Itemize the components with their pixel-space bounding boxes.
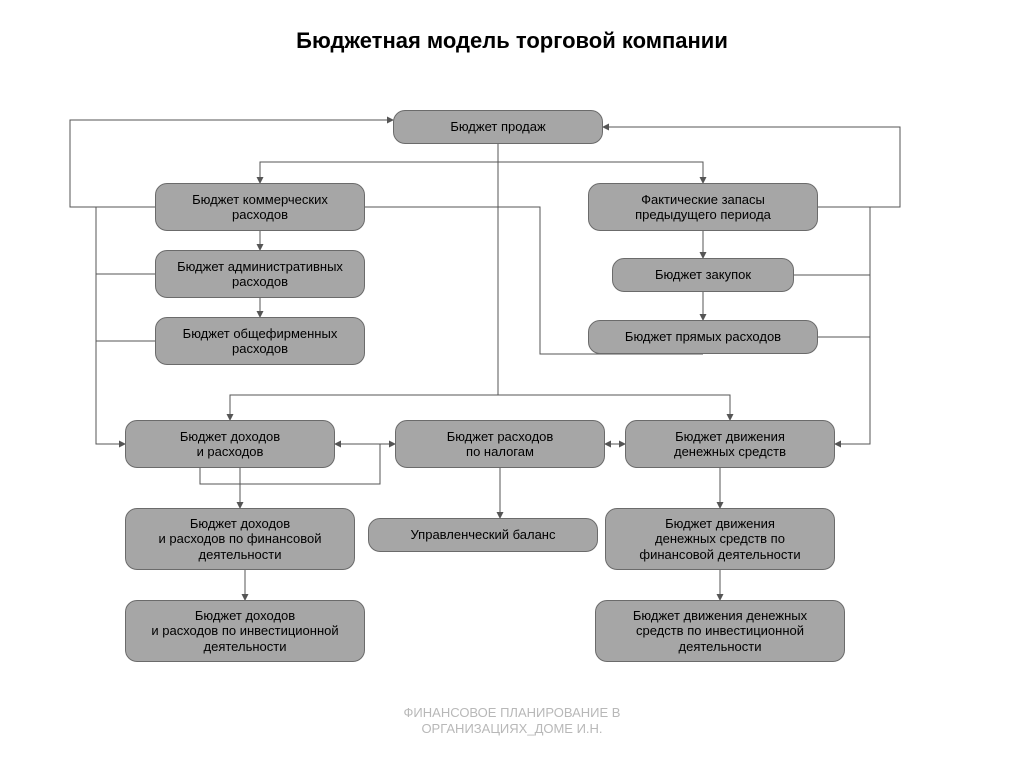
- node-pl_inv: Бюджет доходови расходов по инвестиционн…: [125, 600, 365, 662]
- footer-line2: ОРГАНИЗАЦИЯХ_ДОМЕ И.Н.: [421, 721, 602, 736]
- node-sales: Бюджет продаж: [393, 110, 603, 144]
- node-direct: Бюджет прямых расходов: [588, 320, 818, 354]
- diagram-canvas: Бюджетная модель торговой компании Бюдже…: [0, 0, 1024, 767]
- node-pl_fin: Бюджет доходови расходов по финансовойде…: [125, 508, 355, 570]
- node-purch: Бюджет закупок: [612, 258, 794, 292]
- node-comm: Бюджет коммерческихрасходов: [155, 183, 365, 231]
- node-balance: Управленческий баланс: [368, 518, 598, 552]
- edge-9: [818, 207, 870, 444]
- edge-0: [260, 144, 498, 183]
- node-cf_inv: Бюджет движения денежныхсредств по инвес…: [595, 600, 845, 662]
- node-firm: Бюджет общефирменныхрасходов: [155, 317, 365, 365]
- node-cf: Бюджет движенияденежных средств: [625, 420, 835, 468]
- node-tax: Бюджет расходовпо налогам: [395, 420, 605, 468]
- edge-1: [498, 144, 703, 183]
- edge-14: [96, 207, 155, 444]
- node-admin: Бюджет административныхрасходов: [155, 250, 365, 298]
- page-footer: ФИНАНСОВОЕ ПЛАНИРОВАНИЕ В ОРГАНИЗАЦИЯХ_Д…: [0, 705, 1024, 738]
- node-factual: Фактические запасыпредыдущего периода: [588, 183, 818, 231]
- node-cf_fin: Бюджет движенияденежных средств пофинанс…: [605, 508, 835, 570]
- footer-line1: ФИНАНСОВОЕ ПЛАНИРОВАНИЕ В: [404, 705, 621, 720]
- node-pl: Бюджет доходови расходов: [125, 420, 335, 468]
